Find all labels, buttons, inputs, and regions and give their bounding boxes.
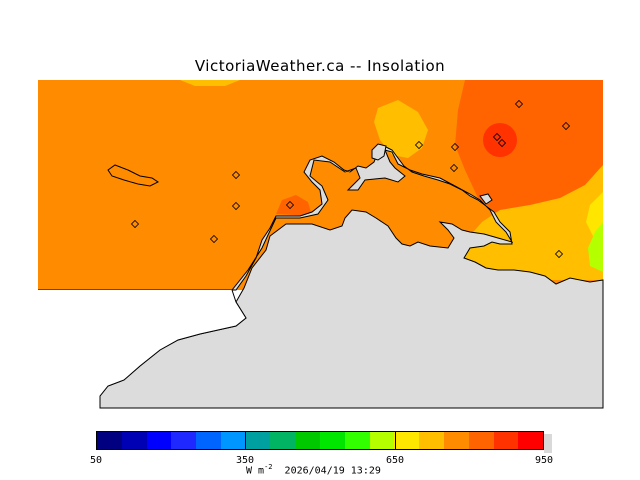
inlet-east	[479, 193, 493, 205]
colorbar-swatch	[146, 432, 172, 449]
contour-zone-top	[180, 80, 240, 86]
contour-zone-west-red	[276, 195, 312, 216]
island-west	[107, 164, 159, 187]
colorbar	[96, 431, 544, 450]
units-exponent: -2	[264, 463, 273, 471]
inlet-north	[371, 143, 387, 161]
station-marker	[130, 219, 140, 229]
colorbar-tick-label: 50	[89, 455, 103, 466]
station-marker	[554, 249, 564, 259]
coastline-south	[99, 289, 247, 408]
station-marker	[231, 201, 241, 211]
colorbar-swatch	[196, 432, 221, 449]
colorbar-tick-label: 650	[385, 455, 405, 466]
station-marker	[492, 132, 502, 142]
colorbar-swatch	[97, 432, 122, 449]
outside-domain-left	[38, 291, 100, 408]
station-marker	[449, 163, 459, 173]
units-timestamp: W m-2 2026/04/19 13:29	[246, 463, 381, 476]
colorbar-swatch	[443, 432, 469, 449]
colorbar-tick	[395, 431, 396, 450]
colorbar-swatch	[245, 432, 271, 449]
colorbar-swatch	[270, 432, 296, 449]
station-marker	[285, 200, 295, 210]
colorbar-swatch	[344, 432, 370, 449]
colorbar-tick-label: 950	[534, 455, 554, 466]
land-lower-left	[38, 290, 246, 408]
station-marker	[514, 99, 524, 109]
timestamp: 2026/04/19 13:29	[284, 465, 381, 477]
colorbar-swatch	[518, 432, 544, 449]
contour-zone-hotspot	[483, 123, 517, 157]
station-marker	[231, 170, 241, 180]
colorbar-swatch	[121, 432, 147, 449]
colorbar-swatch	[171, 432, 197, 449]
map-title: VictoriaWeather.ca -- Insolation	[194, 57, 446, 75]
contour-zone-north-yellow	[374, 100, 428, 158]
units-text: W m	[246, 465, 265, 477]
contour-zone-southeast	[462, 165, 603, 280]
colorbar-swatch	[468, 432, 494, 449]
colorbar-swatch	[419, 432, 444, 449]
colorbar-tick-label: 350	[235, 455, 255, 466]
colorbar-swatch	[369, 432, 395, 449]
contour-zone-green	[588, 222, 603, 272]
colorbar-swatch	[295, 432, 321, 449]
colorbar-swatch	[220, 432, 246, 449]
station-marker	[450, 142, 460, 152]
colorbar-tick	[245, 431, 246, 450]
station-marker	[209, 234, 219, 244]
station-marker	[414, 140, 424, 150]
colorbar-swatch	[493, 432, 519, 449]
station-marker	[561, 121, 571, 131]
station-marker	[497, 138, 507, 148]
station-markers	[130, 99, 571, 259]
colorbar-swatch	[394, 432, 420, 449]
contour-zone-northeast	[455, 80, 603, 222]
colorbar-shadow	[544, 434, 552, 453]
colorbar-swatch	[320, 432, 345, 449]
